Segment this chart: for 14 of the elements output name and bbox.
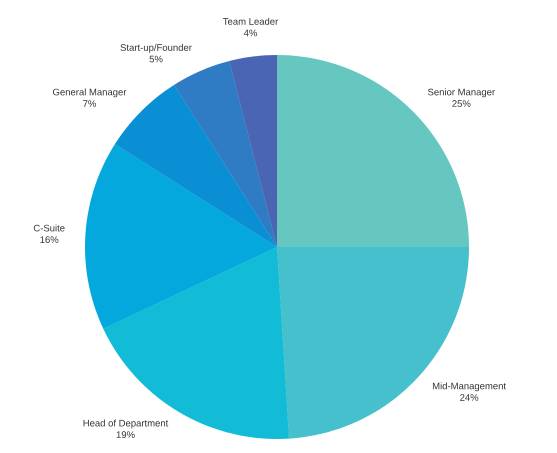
data-label: 5% xyxy=(150,56,163,62)
slice-label: Senior Manager xyxy=(428,88,495,98)
data-label: 25% xyxy=(452,100,471,107)
data-label: 24% xyxy=(460,394,478,401)
slice-label: Team Leader xyxy=(223,18,278,25)
slice-label: Mid-Management xyxy=(432,382,506,392)
slice-label: Start-up/Founder xyxy=(120,44,192,53)
data-label: 4% xyxy=(244,30,258,36)
slice-label: General Manager xyxy=(53,88,126,98)
data-label: 16% xyxy=(40,236,58,243)
slice-label: Head of Department xyxy=(84,420,168,428)
data-label: 19% xyxy=(116,431,135,438)
data-label: 7% xyxy=(83,100,96,107)
slice-label: C-Suite xyxy=(34,224,65,232)
